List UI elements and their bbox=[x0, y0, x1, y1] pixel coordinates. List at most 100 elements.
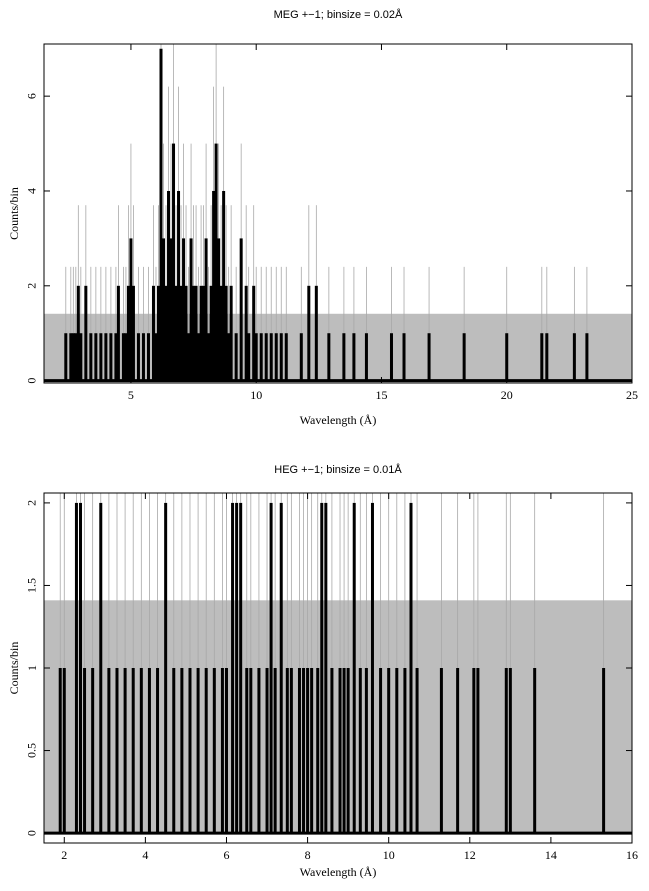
bar bbox=[156, 668, 160, 834]
bar bbox=[204, 668, 208, 834]
bar bbox=[342, 668, 346, 834]
bar bbox=[269, 502, 273, 834]
y-tick-label: 2 bbox=[25, 283, 39, 289]
bar bbox=[358, 668, 362, 834]
bar bbox=[182, 238, 186, 381]
chart-title: HEG +−1; binsize = 0.01Å bbox=[274, 463, 402, 476]
bar bbox=[188, 668, 192, 834]
bar bbox=[156, 285, 160, 381]
bar bbox=[84, 285, 88, 381]
bar bbox=[239, 502, 243, 834]
bar bbox=[409, 502, 413, 834]
bar bbox=[462, 333, 466, 381]
y-tick-label: 0.5 bbox=[25, 743, 39, 758]
bar bbox=[76, 285, 80, 381]
x-tick-label: 2 bbox=[61, 848, 67, 862]
bar bbox=[346, 668, 350, 834]
bar bbox=[62, 668, 66, 834]
bar bbox=[114, 333, 118, 381]
bar bbox=[244, 285, 248, 381]
bar bbox=[109, 333, 113, 381]
bar bbox=[302, 668, 306, 834]
plot-area bbox=[44, 44, 632, 383]
x-tick-label: 8 bbox=[305, 848, 311, 862]
bar bbox=[91, 668, 95, 834]
bar bbox=[257, 668, 261, 834]
x-tick-label: 10 bbox=[383, 848, 395, 862]
bar bbox=[224, 285, 228, 381]
bar bbox=[219, 285, 223, 381]
bar bbox=[364, 333, 368, 381]
bar bbox=[504, 668, 508, 834]
bar bbox=[224, 668, 228, 834]
chart-title: MEG +−1; binsize = 0.02Å bbox=[274, 8, 403, 21]
bar bbox=[151, 285, 155, 381]
x-axis-label: Wavelength (Å) bbox=[300, 865, 377, 879]
bar bbox=[297, 668, 301, 834]
bar bbox=[164, 502, 168, 834]
bar bbox=[197, 333, 201, 381]
bar bbox=[79, 333, 83, 381]
bar bbox=[131, 285, 135, 381]
y-tick-label: 0 bbox=[25, 378, 39, 384]
bar bbox=[314, 285, 318, 381]
bar bbox=[370, 502, 374, 834]
bar bbox=[327, 333, 331, 381]
bar bbox=[439, 668, 443, 834]
bar bbox=[285, 668, 289, 834]
bar bbox=[456, 668, 460, 834]
bar bbox=[273, 668, 277, 834]
bar bbox=[74, 333, 78, 381]
bar bbox=[212, 190, 216, 381]
y-axis-label: Counts/bin bbox=[7, 187, 21, 240]
bar bbox=[264, 333, 268, 381]
bar bbox=[316, 668, 320, 834]
bar bbox=[472, 668, 476, 834]
bar bbox=[131, 668, 135, 834]
bar bbox=[403, 668, 407, 834]
bar bbox=[94, 333, 98, 381]
bar bbox=[174, 285, 178, 381]
bar bbox=[177, 190, 181, 381]
bar bbox=[136, 333, 140, 381]
bar bbox=[162, 238, 166, 381]
bar bbox=[274, 333, 278, 381]
bar bbox=[229, 285, 233, 381]
bar bbox=[99, 333, 103, 381]
x-tick-label: 20 bbox=[501, 388, 513, 402]
x-tick-label: 14 bbox=[545, 848, 557, 862]
bar bbox=[121, 333, 125, 381]
bar bbox=[284, 333, 288, 381]
bar bbox=[169, 238, 173, 381]
bar bbox=[320, 502, 324, 834]
y-axis-label: Counts/bin bbox=[7, 642, 21, 695]
bar bbox=[147, 668, 151, 834]
x-tick-label: 16 bbox=[626, 848, 638, 862]
bar bbox=[289, 668, 293, 834]
bar bbox=[89, 333, 93, 381]
bar bbox=[220, 668, 224, 834]
bar bbox=[395, 668, 399, 834]
bar bbox=[83, 668, 87, 834]
bar bbox=[180, 668, 184, 834]
bar bbox=[141, 333, 145, 381]
bar bbox=[189, 238, 193, 381]
bar bbox=[154, 333, 158, 381]
bar bbox=[352, 333, 356, 381]
bar bbox=[402, 333, 406, 381]
bar bbox=[116, 285, 120, 381]
bar bbox=[247, 333, 251, 381]
plot-area bbox=[44, 493, 632, 835]
bar bbox=[299, 333, 303, 381]
y-tick-label: 4 bbox=[25, 188, 39, 194]
bar bbox=[324, 502, 328, 834]
bar bbox=[245, 668, 249, 834]
bar bbox=[352, 502, 356, 834]
bar bbox=[342, 333, 346, 381]
bar bbox=[126, 285, 130, 381]
x-axis-label: Wavelength (Å) bbox=[300, 413, 377, 427]
bar bbox=[389, 333, 393, 381]
bar bbox=[415, 668, 419, 834]
bar bbox=[199, 285, 203, 381]
